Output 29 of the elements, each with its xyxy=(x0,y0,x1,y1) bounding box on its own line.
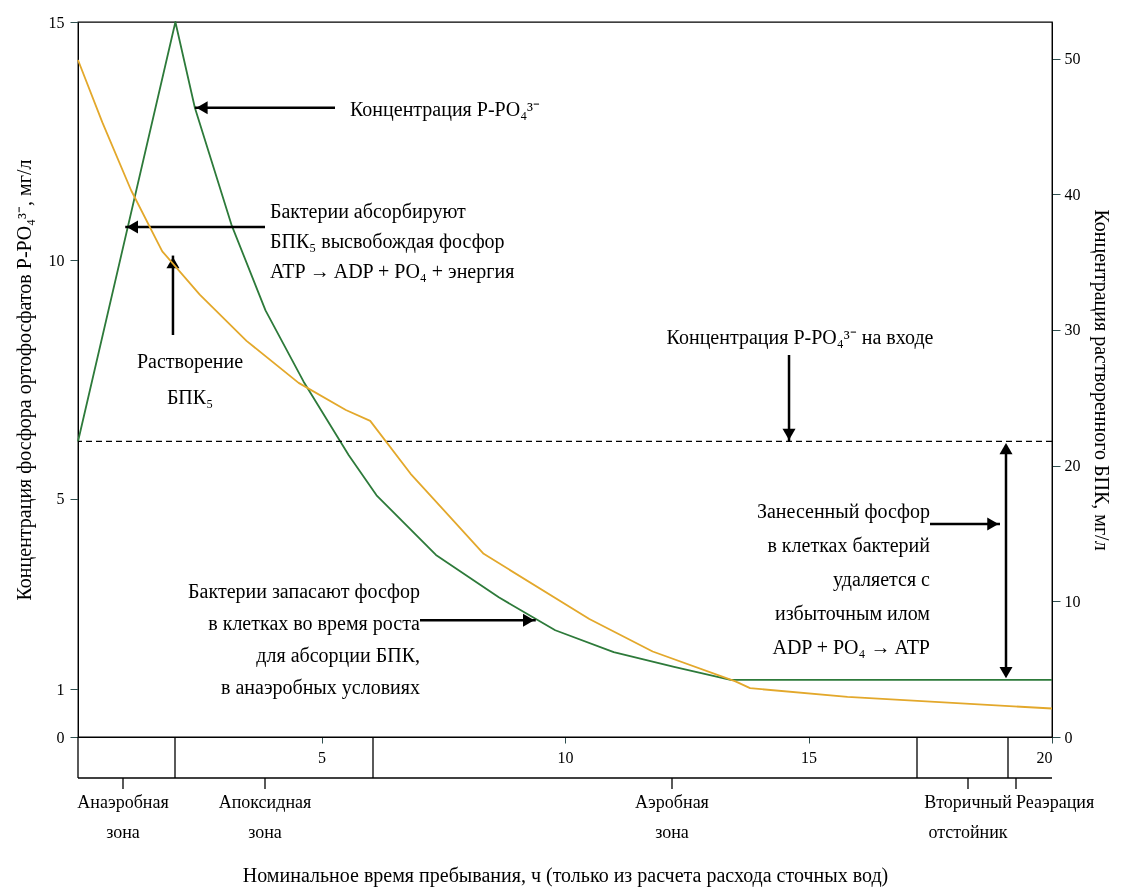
annotation: Занесенный фосфор в клетках бактерий удаляется с избыточным илом ADP + PO₄ → ATP xyxy=(756,500,931,658)
annotation: Растворение БПК₅ xyxy=(136,350,244,408)
text: Анаэробная зона xyxy=(77,792,169,842)
y-tick-label: 10 xyxy=(48,251,65,269)
x-tick-label: 20 xyxy=(1036,748,1053,766)
text: Вторичный отстойник xyxy=(924,792,1013,842)
annotation: Концентрация P-PO₄³⁻ xyxy=(350,98,541,121)
y2-tick-label: 50 xyxy=(1064,50,1081,68)
x-tick-label: 15 xyxy=(801,748,817,766)
y-tick-label: 15 xyxy=(48,13,65,31)
y2-axis-title: Концентрация растворенного БПК, мг/л xyxy=(1089,209,1113,551)
y2-tick-label: 30 xyxy=(1064,321,1081,339)
annotation: Бактерии абсорбируют БПК₅ высвобождая фосфор ATP → ADP + PO₄ + энергия xyxy=(270,200,515,283)
x-tick-label: 5 xyxy=(318,748,326,766)
y-axis-title: Концентрация фосфора ортофосфатов P-PO₄³⁻, мг/л xyxy=(12,159,36,601)
y2-tick-label: 0 xyxy=(1064,728,1073,746)
y-tick-label: 1 xyxy=(56,680,65,698)
y2-tick-label: 20 xyxy=(1064,457,1081,475)
x-axis-title: Номинальное время пребывания, ч (только из расчета расхода сточных вод) xyxy=(242,863,889,887)
y-tick-label: 0 xyxy=(56,728,65,746)
text: Апоксидная зона xyxy=(218,792,312,842)
annotation: Бактерии запасают фосфор в клетках во время роста для абсорции БПК, в анаэробных условиях xyxy=(188,580,421,699)
text: Аэробная зона xyxy=(635,792,709,842)
y2-tick-label: 10 xyxy=(1064,592,1081,610)
text: Реаэрация xyxy=(1016,792,1095,812)
x-tick-label: 10 xyxy=(557,748,574,766)
annotation: Концентрация P-PO₄³⁻ на входе xyxy=(666,326,934,349)
y2-tick-label: 40 xyxy=(1064,185,1081,203)
y-tick-label: 5 xyxy=(56,490,65,508)
